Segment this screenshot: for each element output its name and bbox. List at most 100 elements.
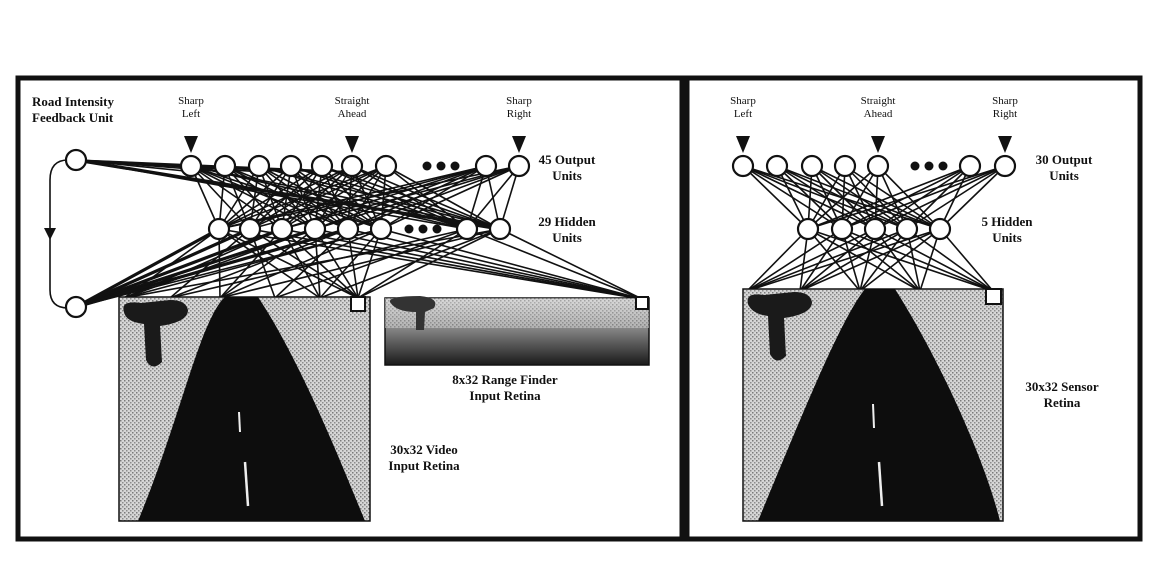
- right-output-label-line2: Units: [1049, 168, 1079, 183]
- hidden-unit: [455, 217, 479, 241]
- sensor-retina-label-line1: 30x32 Sensor: [1025, 379, 1099, 394]
- left-straight-ahead-line1: Straight: [335, 95, 370, 107]
- left-steering-labels: Sharp Left Straight Ahead Sharp Right: [178, 95, 532, 120]
- input-hidden-connection: [219, 228, 382, 299]
- feedback-loop-arrow: [44, 228, 56, 240]
- right-output-label-line1: 30 Output: [1036, 152, 1093, 167]
- range-finder-label-line2: Input Retina: [469, 388, 541, 403]
- input-hidden-connection: [746, 228, 843, 292]
- right-hidden-label-line1: 5 Hidden: [982, 214, 1034, 229]
- left-hidden-label-line2: Units: [552, 230, 582, 245]
- output-unit: [374, 154, 398, 178]
- feedback-hidden-connection: [75, 158, 501, 231]
- hidden-unit: [488, 217, 512, 241]
- output-unit: [833, 154, 857, 178]
- hidden-output-connection: [321, 165, 382, 230]
- hidden-output-connection: [844, 165, 941, 230]
- input-hidden-connection: [859, 228, 941, 292]
- hidden-output-connection: [742, 165, 908, 230]
- hidden-output-connection: [807, 165, 971, 230]
- left-output-ellipsis: [422, 161, 460, 171]
- hidden-output-connection: [811, 165, 941, 230]
- output-unit: [993, 154, 1017, 178]
- left-sharp-left-line1: Sharp: [178, 95, 204, 107]
- input-hidden-connection: [357, 228, 468, 299]
- range-hidden-connection: [466, 228, 643, 300]
- output-unit: [279, 154, 303, 178]
- input-hidden-connection: [859, 228, 908, 292]
- feedback-input-connection: [75, 227, 349, 309]
- left-sharp-right-arrow: [512, 136, 526, 153]
- output-unit: [765, 154, 789, 178]
- left-sharp-left-line2: Left: [182, 108, 200, 120]
- input-hidden-connection: [799, 228, 843, 292]
- left-network-units: [64, 148, 531, 319]
- right-sharp-left-arrow: [736, 136, 750, 153]
- hidden-unit: [796, 217, 820, 241]
- right-sharp-left-line1: Sharp: [730, 95, 756, 107]
- right-straight-ahead-line1: Straight: [861, 95, 896, 107]
- output-unit: [179, 154, 203, 178]
- range-finder-label-line1: 8x32 Range Finder: [452, 372, 558, 387]
- input-hidden-connection: [807, 228, 861, 292]
- hidden-output-connection: [190, 165, 283, 230]
- right-hidden-label-line2: Units: [992, 230, 1022, 245]
- input-hidden-connection: [219, 228, 501, 299]
- hidden-output-connection: [742, 165, 876, 230]
- hidden-output-connection: [742, 165, 809, 230]
- input-hidden-connection: [746, 228, 908, 292]
- right-steering-labels: Sharp Left Straight Ahead Sharp Right: [730, 95, 1018, 120]
- input-hidden-connection: [218, 228, 359, 299]
- feedback-input-connection: [75, 227, 283, 309]
- sensor-retina-label-line2: Retina: [1044, 395, 1081, 410]
- input-hidden-connection: [799, 228, 908, 292]
- feedback-unit: [64, 148, 88, 172]
- right-sharp-right-line2: Right: [993, 108, 1017, 120]
- feedback-hidden-connection: [75, 159, 468, 230]
- feedback-input-connection: [75, 227, 251, 309]
- hidden-unit: [270, 217, 294, 241]
- input-hidden-connection: [841, 228, 994, 292]
- hidden-output-connection: [258, 165, 382, 230]
- range-hidden-connection: [347, 228, 643, 300]
- hidden-output-connection: [290, 165, 382, 230]
- input-hidden-connection: [169, 228, 468, 299]
- hidden-unit: [238, 217, 262, 241]
- hidden-output-connection: [190, 165, 349, 230]
- hidden-output-connection: [351, 165, 382, 230]
- hidden-output-connection: [190, 165, 251, 230]
- input-hidden-connection: [799, 228, 876, 292]
- input-hidden-connection: [746, 228, 809, 292]
- output-unit: [310, 154, 334, 178]
- hidden-unit: [369, 217, 393, 241]
- feedback-input-unit: [64, 295, 88, 319]
- input-hidden-connection: [746, 228, 876, 292]
- hidden-output-connection: [190, 165, 501, 230]
- output-unit: [213, 154, 237, 178]
- output-unit: [731, 154, 755, 178]
- range-hidden-connection: [249, 228, 643, 300]
- video-retina-label-line1: 30x32 Video: [390, 442, 458, 457]
- right-network-units: [731, 154, 1017, 241]
- left-connection-lines: [75, 158, 643, 309]
- input-hidden-connection: [249, 228, 359, 299]
- feedback-input-connection: [75, 227, 220, 309]
- input-hidden-connection: [123, 228, 501, 299]
- left-output-label-line1: 45 Output: [539, 152, 596, 167]
- range-hidden-connection: [314, 228, 643, 300]
- feedback-input-connection: [75, 228, 382, 308]
- input-hidden-connection: [219, 228, 316, 299]
- hidden-output-connection: [939, 165, 971, 230]
- hidden-unit: [895, 217, 919, 241]
- hidden-output-connection: [877, 165, 941, 230]
- input-hidden-connection: [347, 228, 359, 299]
- output-unit: [866, 154, 890, 178]
- range-hidden-connection: [380, 228, 643, 300]
- feedback-unit-label-line1: Road Intensity: [32, 94, 114, 109]
- left-sharp-right-line2: Right: [507, 108, 531, 120]
- right-sharp-right-line1: Sharp: [992, 95, 1018, 107]
- left-sharp-right-line1: Sharp: [506, 95, 532, 107]
- hidden-unit: [830, 217, 854, 241]
- output-unit: [800, 154, 824, 178]
